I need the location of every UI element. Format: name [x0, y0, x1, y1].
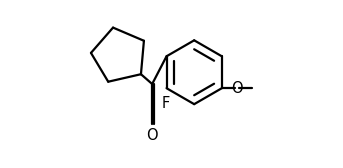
Text: F: F [162, 96, 170, 111]
Text: O: O [231, 81, 243, 96]
Text: O: O [146, 128, 158, 143]
